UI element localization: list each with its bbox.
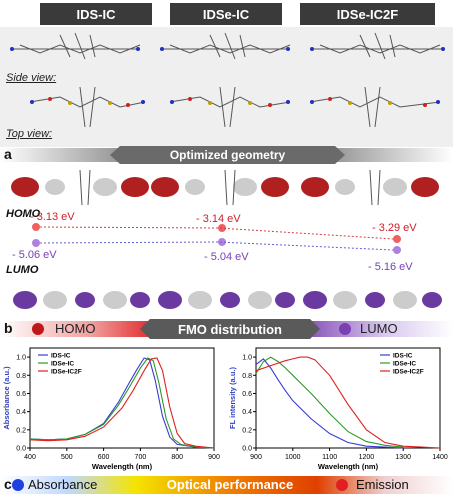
legend-label: IDS-IC xyxy=(51,353,71,360)
side-view-molecules xyxy=(10,32,445,60)
y-tick-label: 0.4 xyxy=(16,409,26,416)
x-tick-label: 1100 xyxy=(322,454,337,461)
x-tick-label: 900 xyxy=(250,454,262,461)
x-tick-label: 500 xyxy=(61,454,73,461)
y-tick-label: 0.2 xyxy=(242,427,252,434)
x-tick-label: 400 xyxy=(24,454,36,461)
banner-optical-performance: Optical performance xyxy=(166,477,294,492)
top-view-label: Top view: xyxy=(6,128,53,140)
legend-label: IDSe-IC2F xyxy=(393,369,424,376)
lumo-dashed-line xyxy=(39,241,394,251)
banner-fmo-distribution: FMO distribution xyxy=(178,322,282,337)
molecule-structures xyxy=(10,32,445,128)
homo-dashed-line xyxy=(39,226,394,240)
x-tick-label: 1000 xyxy=(285,454,301,461)
homo-orbitals xyxy=(11,169,439,206)
lumo-label: LUMO xyxy=(6,264,39,276)
y-tick-label: 1.0 xyxy=(16,355,26,362)
plot-frame xyxy=(255,347,441,449)
header-idse-ic2f: IDSe-IC2F xyxy=(300,3,435,25)
plot-frame xyxy=(29,347,215,449)
homo-label: HOMO xyxy=(6,208,41,220)
banner-c-absorbance: Absorbance xyxy=(28,477,98,492)
y-tick-label: 0.4 xyxy=(242,409,252,416)
banner-optimized-geometry: Optimized geometry xyxy=(169,148,286,162)
y-axis-label: FL intensity (a.u.) xyxy=(228,367,237,429)
panel-letter-a: a xyxy=(4,146,12,162)
y-tick-label: 0.6 xyxy=(16,391,26,398)
panel-letter-b: b xyxy=(4,320,13,336)
panel-letter-c: c xyxy=(4,476,12,492)
lumo-level-1 xyxy=(32,239,40,247)
x-axis-label: Wavelength (nm) xyxy=(318,462,379,471)
homo-level-3 xyxy=(393,235,401,243)
lumo-orbitals xyxy=(13,291,442,309)
lumo-energy-idse-ic2f: - 5.16 eV xyxy=(368,261,413,273)
energy-levels xyxy=(32,223,401,254)
series-line-idse-ic2f xyxy=(255,356,441,449)
series-line-idse-ic2f xyxy=(29,357,215,449)
x-tick-label: 900 xyxy=(208,454,220,461)
fmo-orbitals xyxy=(11,169,442,309)
y-axis-label: Absorbance (a.u.) xyxy=(2,366,11,430)
y-tick-label: 0.0 xyxy=(242,446,252,453)
heteroatom-dots xyxy=(10,47,445,107)
banner-b-bar xyxy=(0,319,453,339)
series-line-ids-ic xyxy=(255,358,404,449)
homo-energy-idse-ic2f: - 3.29 eV xyxy=(372,222,417,234)
homo-energy-idse-ic: - 3.14 eV xyxy=(196,213,241,225)
homo-energy-ids-ic: - 3.13 eV xyxy=(30,211,75,223)
x-tick-label: 1400 xyxy=(432,454,448,461)
legend-label: IDSe-IC xyxy=(393,361,416,368)
x-tick-label: 700 xyxy=(135,454,147,461)
y-tick-label: 0.6 xyxy=(242,391,252,398)
lumo-energy-ids-ic: - 5.06 eV xyxy=(12,249,57,261)
banner-c-emission: Emission xyxy=(356,477,409,492)
lumo-level-3 xyxy=(393,246,401,254)
y-tick-label: 1.0 xyxy=(242,355,252,362)
y-tick-label: 0.8 xyxy=(242,373,252,380)
series-line-idse-ic xyxy=(29,357,215,449)
legend-label: IDSe-IC xyxy=(51,361,74,368)
side-view-label: Side view: xyxy=(6,72,57,84)
x-tick-label: 600 xyxy=(98,454,110,461)
y-tick-label: 0.0 xyxy=(16,446,26,453)
banner-b-homo: HOMO xyxy=(55,321,96,336)
absorbance-chart: 400 500 600 700 800 900 0.0 0.2 0.4 0.6 0.8 1.0 Wave… xyxy=(2,347,220,471)
banner-c-bar xyxy=(0,476,453,494)
legend-label: IDSe-IC2F xyxy=(51,369,82,376)
y-tick-label: 0.2 xyxy=(16,427,26,434)
top-view-molecules xyxy=(29,86,441,128)
y-tick-label: 0.8 xyxy=(16,373,26,380)
x-tick-label: 1200 xyxy=(359,454,375,461)
fl-intensity-chart: 900 1000 1100 1200 1300 1400 0.0 0.2 0.4 0.6 0.8 1.… xyxy=(228,347,448,471)
x-tick-label: 1300 xyxy=(395,454,411,461)
legend-label: IDS-IC xyxy=(393,353,413,360)
x-tick-label: 800 xyxy=(171,454,183,461)
banner-b-lumo: LUMO xyxy=(360,321,398,336)
optimized-geometry-panel xyxy=(0,27,453,147)
header-ids-ic: IDS-IC xyxy=(40,3,152,25)
lumo-energy-idse-ic: - 5.04 eV xyxy=(204,251,249,263)
header-idse-ic: IDSe-IC xyxy=(170,3,282,25)
x-axis-label: Wavelength (nm) xyxy=(92,462,153,471)
homo-level-1 xyxy=(32,223,40,231)
series-line-idse-ic xyxy=(255,356,404,448)
banner-a-bar xyxy=(0,146,453,164)
